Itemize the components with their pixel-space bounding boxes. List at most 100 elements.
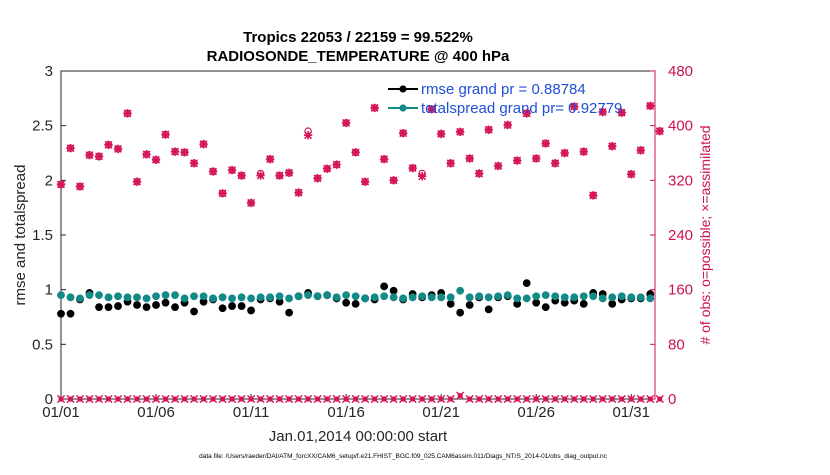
obs-rejected-point (104, 394, 113, 404)
obs-assimilated-cross (265, 154, 275, 164)
obs-rejected-point (408, 394, 417, 404)
obs-rejected-point (598, 394, 607, 404)
obs-assimilated-point (265, 154, 275, 164)
legend-rmse-marker (399, 85, 407, 93)
obs-rejected-cross (589, 394, 598, 404)
obs-assimilated-cross (104, 140, 113, 149)
obs-assimilated-cross (332, 160, 341, 169)
rmse-point (380, 282, 389, 291)
obs-rejected-point (380, 394, 389, 404)
totalspread-point (389, 293, 398, 302)
totalspread-point (171, 291, 179, 300)
obs-assimilated-cross (398, 128, 408, 138)
y-tick-label: 2.5 (32, 118, 53, 135)
rmse-point (218, 304, 227, 313)
obs-assimilated-cross (579, 147, 588, 156)
obs-assimilated-point (389, 176, 398, 185)
rmse-point (608, 299, 617, 308)
x-tick-label: 01/26 (517, 404, 555, 421)
right-y-tick-label: 400 (668, 118, 693, 135)
totalspread-point (275, 292, 284, 301)
totalspread-point (323, 291, 332, 300)
obs-rejected-point (494, 394, 503, 404)
totalspread-point (123, 293, 132, 302)
obs-rejected-point (560, 394, 569, 404)
obs-assimilated-cross (294, 188, 303, 197)
obs-assimilated-point (113, 144, 123, 154)
totalspread-point (456, 286, 465, 295)
obs-rejected-point (351, 394, 360, 404)
obs-assimilated-point (303, 131, 313, 140)
obs-rejected-point (275, 394, 284, 404)
x-tick-label: 01/01 (42, 404, 80, 421)
obs-rejected-cross (85, 394, 94, 404)
x-tick-label: 01/31 (612, 404, 650, 421)
totalspread-point (551, 292, 560, 301)
rmse-point (142, 303, 151, 312)
obs-assimilated-point (522, 109, 531, 118)
obs-rejected-point (446, 394, 455, 404)
rmse-point (66, 309, 75, 318)
obs-rejected-point (617, 394, 626, 404)
obs-assimilated-point (151, 155, 161, 165)
right-y-tick-label: 0 (668, 391, 676, 408)
obs-assimilated-point (66, 144, 75, 153)
totalspread-point (532, 292, 541, 301)
obs-rejected-cross (285, 394, 294, 404)
obs-assimilated-point (446, 159, 455, 168)
obs-assimilated-cross (94, 152, 104, 161)
chart-subtitle: RADIOSONDE_TEMPERATURE @ 400 hPa (207, 48, 510, 65)
obs-assimilated-cross (646, 101, 655, 111)
obs-rejected-point (56, 394, 66, 404)
obs-rejected-point (532, 394, 541, 404)
obs-assimilated-point (94, 152, 104, 161)
obs-assimilated-cross (161, 130, 170, 139)
obs-rejected-cross (579, 394, 588, 404)
obs-rejected-cross (408, 394, 417, 404)
obs-rejected-point (161, 394, 170, 404)
obs-assimilated-point (560, 148, 569, 158)
obs-rejected-point (323, 394, 332, 404)
obs-assimilated-point (180, 148, 189, 157)
totalspread-point (57, 291, 65, 300)
obs-rejected-cross (75, 394, 85, 404)
obs-rejected-point (541, 394, 550, 404)
legend-spread-label: totalspread grand pr= 0.92779 (421, 100, 622, 117)
obs-assimilated-point (589, 191, 598, 200)
obs-assimilated-cross (256, 171, 265, 180)
obs-rejected-point (313, 394, 322, 404)
obs-assimilated-point (284, 168, 294, 178)
obs-rejected-point (389, 394, 398, 404)
totalspread-point (560, 293, 569, 302)
obs-assimilated-point (75, 182, 85, 191)
totalspread-point (332, 293, 341, 302)
rmse-point (389, 286, 398, 295)
obs-assimilated-point (370, 103, 379, 113)
obs-rejected-point (294, 394, 303, 404)
rmse-point (57, 309, 65, 318)
obs-assimilated-point (322, 164, 332, 173)
obs-assimilated-cross (503, 120, 512, 130)
rmse-point (114, 302, 122, 310)
obs-assimilated-point (351, 148, 360, 157)
obs-rejected-cross (456, 391, 465, 400)
obs-assimilated-point (398, 128, 408, 138)
obs-rejected-cross (351, 394, 360, 404)
y-tick-label: 2 (45, 172, 53, 189)
rmse-point (484, 305, 493, 314)
obs-assimilated-cross (512, 156, 522, 165)
obs-assimilated-point (465, 154, 474, 163)
obs-assimilated-cross (189, 159, 199, 168)
obs-rejected-point (503, 394, 512, 404)
obs-rejected-point (265, 394, 275, 404)
obs-assimilated-point (512, 156, 522, 165)
obs-assimilated-cross (75, 182, 85, 191)
obs-assimilated-point (275, 171, 284, 180)
obs-rejected-cross (503, 394, 512, 404)
obs-rejected-point (427, 394, 436, 404)
obs-rejected-point (570, 394, 579, 404)
obs-rejected-point (75, 394, 85, 404)
obs-rejected-cross (513, 394, 522, 404)
obs-rejected-cross (494, 394, 503, 404)
